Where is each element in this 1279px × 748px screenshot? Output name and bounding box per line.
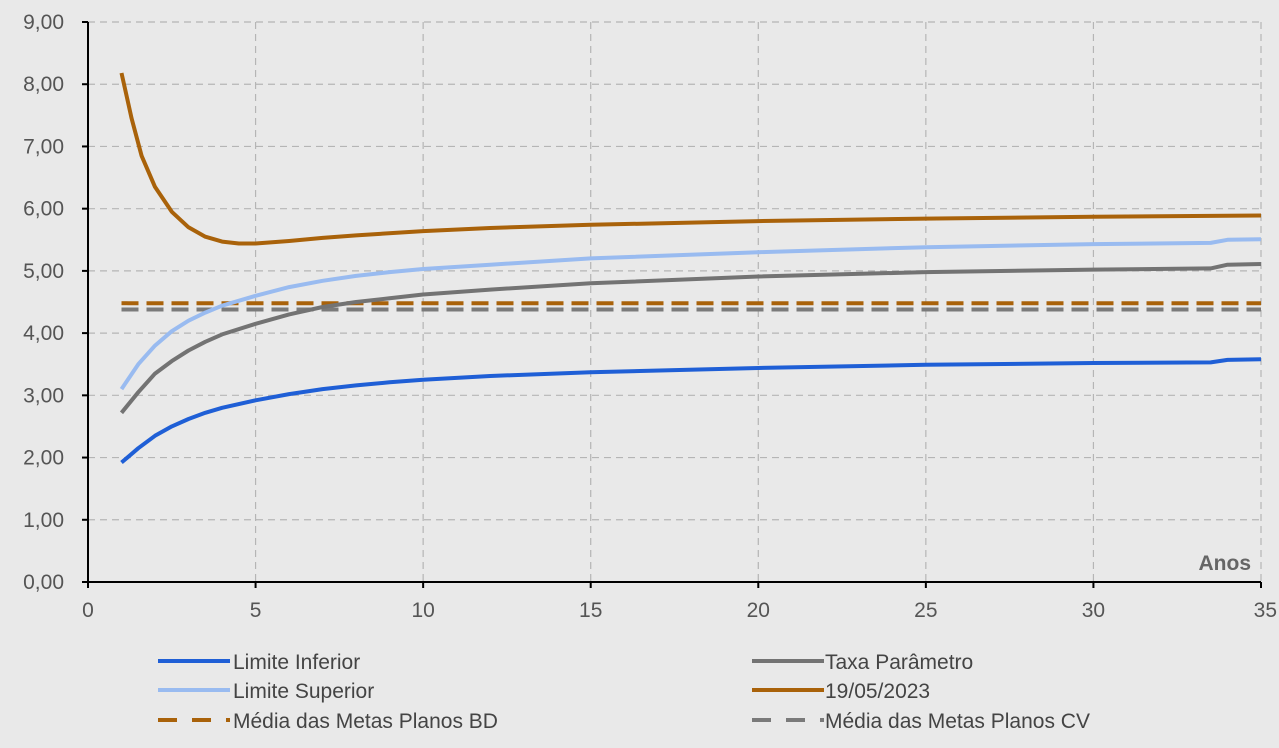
y-tick-label: 2,00 [23,447,64,470]
y-tick-label: 1,00 [23,509,64,532]
y-tick-label: 6,00 [23,198,64,221]
y-tick-label: 8,00 [23,73,64,96]
y-tick-label: 3,00 [23,384,64,407]
x-tick-label: 25 [914,599,937,622]
x-tick-label: 10 [411,599,434,622]
legend-label: Limite Inferior [233,651,360,674]
series-line [119,262,1262,415]
legend-label: 19/05/2023 [825,680,930,703]
legend-label: Limite Superior [233,680,374,703]
x-tick-label: 35 [1254,599,1277,622]
x-tick-label: 30 [1082,599,1105,622]
y-tick-label: 7,00 [23,135,64,158]
legend-label: Média das Metas Planos BD [233,710,498,733]
x-axis-label: Anos [1199,552,1252,575]
legend: Limite Inferior Taxa Parâmetro Limite Supe… [158,651,1090,733]
series-line [119,72,1262,246]
legend-label: Taxa Parâmetro [825,651,973,674]
tick-labels: 0,00 1,00 2,00 3,00 4,00 5,00 6,00 7,00 8,00 9,00… [23,11,1277,622]
x-tick-label: 15 [579,599,602,622]
series-lines [119,72,1262,465]
y-tick-label: 5,00 [23,260,64,283]
x-tick-label: 5 [250,599,262,622]
x-tick-label: 0 [82,599,94,622]
y-tick-label: 0,00 [23,571,64,594]
legend-label: Média das Metas Planos CV [825,710,1090,733]
series-line [119,237,1262,391]
x-tick-label: 20 [747,599,770,622]
y-tick-label: 4,00 [23,322,64,345]
y-tick-label: 9,00 [23,11,64,34]
axes [82,21,1262,588]
series-line [120,357,1262,465]
